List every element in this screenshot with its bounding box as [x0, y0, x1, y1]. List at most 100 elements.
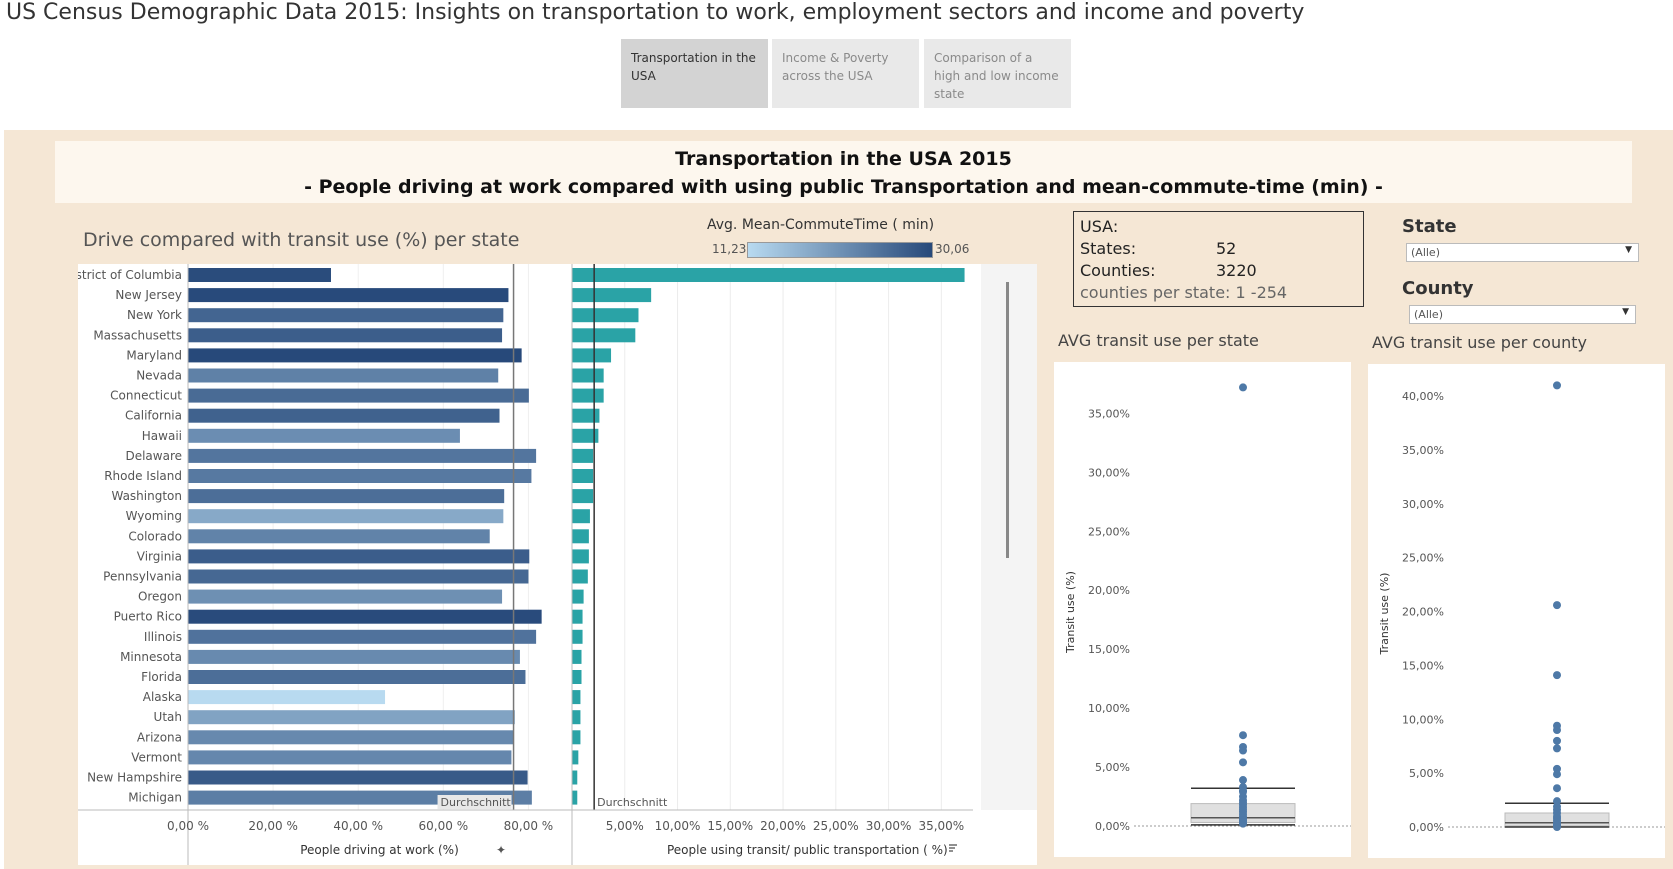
drive-average-label-bg: [437, 795, 512, 809]
state-filter-select[interactable]: (Alle) ▼: [1406, 243, 1639, 262]
state-label: California: [125, 409, 182, 423]
states-label: States:: [1080, 239, 1137, 258]
state-label: Washington: [111, 489, 182, 503]
county-chart-title: AVG transit use per county: [1372, 333, 1587, 352]
drive-bar: [188, 529, 490, 544]
page-title: US Census Demographic Data 2015: Insight…: [6, 0, 1305, 25]
state-label: Colorado: [128, 529, 182, 543]
transit-bar: [572, 589, 584, 604]
drive-bar: [188, 328, 503, 343]
transit-bar: [572, 489, 594, 504]
main-bar-chart: District of Columbia New Jersey New York Ma…: [78, 264, 1037, 865]
transit-bar: [572, 328, 636, 343]
data-point: [1239, 758, 1247, 767]
state-label: Alaska: [143, 690, 182, 704]
state-filter-value: (Alle): [1411, 246, 1440, 259]
y-tick-label: 35,00%: [1402, 444, 1444, 457]
state-label: Virginia: [137, 549, 182, 563]
drive-bar: [188, 308, 504, 323]
state-label: Michigan: [128, 791, 182, 805]
transit-bar: [572, 569, 588, 584]
drive-bar: [188, 489, 505, 504]
sort-icon: [949, 844, 957, 852]
transit-bar: [572, 388, 604, 403]
state-label: Hawaii: [142, 429, 182, 443]
drive-bar: [188, 448, 537, 463]
tab-transportation[interactable]: Transportation in the USA: [621, 39, 768, 108]
drive-bar: [188, 730, 514, 745]
drive-bar: [188, 348, 522, 363]
data-point: [1553, 601, 1561, 610]
transit-bar: [572, 790, 578, 805]
drive-bar: [188, 750, 512, 765]
state-label: Maryland: [126, 348, 182, 362]
data-point: [1239, 383, 1247, 392]
transit-bar: [572, 750, 579, 765]
county-filter-label: County: [1402, 278, 1474, 299]
counties-range: counties per state: 1 -254: [1080, 283, 1288, 302]
data-point: [1553, 726, 1561, 735]
y-tick-label: 5,00%: [1409, 767, 1444, 780]
x1-tick-label: 20,00 %: [248, 819, 298, 833]
transit-bar: [572, 770, 578, 785]
data-point: [1553, 671, 1561, 680]
drive-bar: [188, 770, 528, 785]
state-label: Nevada: [136, 369, 182, 383]
state-label: Vermont: [131, 750, 182, 764]
x2-tick-label: 15,00%: [707, 819, 753, 833]
state-label: Florida: [141, 670, 182, 684]
transit-bar: [572, 629, 583, 644]
y-tick-label: 40,00%: [1402, 390, 1444, 403]
drive-bar: [188, 589, 503, 604]
drive-bar: [188, 268, 331, 282]
transit-bar: [572, 609, 583, 624]
drive-bar: [188, 649, 520, 664]
data-point: [1239, 731, 1247, 740]
data-point: [1553, 823, 1561, 831]
state-label: Delaware: [125, 449, 182, 463]
drive-bar: [188, 549, 530, 564]
dashboard-banner: Transportation in the USA 2015 - People …: [55, 141, 1632, 203]
y-tick-label: 30,00%: [1402, 498, 1444, 511]
transit-bar: [572, 690, 581, 705]
drive-bar: [188, 368, 499, 383]
drive-bar: [188, 408, 500, 423]
transit-bar: [572, 308, 639, 323]
chevron-down-icon: ▼: [1625, 245, 1632, 255]
drive-bar: [188, 609, 542, 624]
y-axis-title: Transit use (%): [1378, 573, 1391, 656]
y-tick-label: 25,00%: [1402, 552, 1444, 565]
transit-bar: [572, 730, 581, 745]
transit-average-label: Durchschnitt: [597, 796, 668, 809]
state-label: Rhode Island: [104, 469, 182, 483]
y-tick-label: 10,00%: [1402, 713, 1444, 726]
drive-average-label: Durchschnitt: [441, 796, 512, 809]
legend-title: Avg. Mean-CommuteTime ( min): [707, 217, 935, 233]
transit-bar: [572, 670, 582, 684]
x2-tick-label: 10,00%: [655, 819, 701, 833]
y-tick-label: 5,00%: [1095, 761, 1130, 774]
county-filter-select[interactable]: (Alle) ▼: [1409, 305, 1636, 324]
transit-bar: [572, 549, 589, 564]
transit-bar: [572, 649, 582, 664]
pin-icon: ✦: [496, 843, 506, 857]
x2-axis-title: People using transit/ public transportat…: [667, 843, 948, 857]
tab-comparison[interactable]: Comparison of a high and low income stat…: [924, 39, 1071, 108]
data-point: [1239, 746, 1247, 755]
chevron-down-icon: ▼: [1622, 307, 1629, 317]
x1-tick-label: 80,00 %: [504, 819, 554, 833]
tab-income-poverty[interactable]: Income & Poverty across the USA: [772, 39, 919, 108]
state-label: Connecticut: [110, 389, 182, 403]
x2-tick-label: 5,00%: [606, 819, 644, 833]
y-tick-label: 0,00%: [1409, 821, 1444, 834]
state-label: New Hampshire: [87, 771, 182, 785]
transit-bar: [572, 268, 965, 282]
counties-label: Counties:: [1080, 261, 1156, 280]
legend-min: 11,23: [712, 242, 747, 256]
y-tick-label: 25,00%: [1088, 525, 1130, 538]
main-chart-title: Drive compared with transit use (%) per …: [83, 229, 520, 251]
usa-summary-box: USA: States: 52 Counties: 3220 counties pe…: [1073, 211, 1364, 307]
drive-bar: [188, 629, 537, 644]
y-tick-label: 30,00%: [1088, 466, 1130, 479]
state-scatter-chart: Transit use (%) 0,00% 5,00% 10,00% 15,00% 20,…: [1054, 362, 1351, 857]
